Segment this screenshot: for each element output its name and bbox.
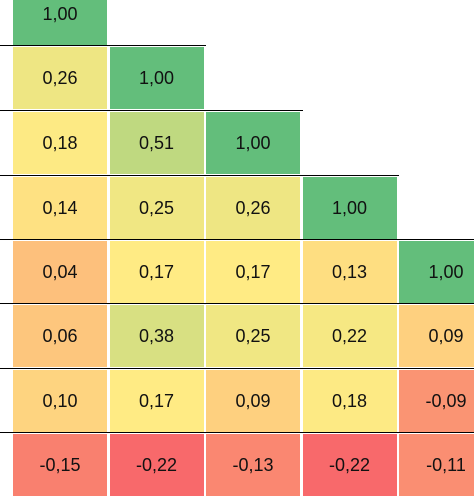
cell-value-label: 0,17 — [235, 261, 271, 282]
cell-value-label: 1,00 — [235, 132, 271, 153]
heatmap-cell-r2-c2: 1,00 — [109, 47, 204, 109]
heatmap-cell-r6-c5: 0,09 — [399, 305, 474, 367]
cell-value-label: 0,13 — [331, 261, 368, 282]
heatmap-cell-r7-c4: 0,18 — [302, 370, 397, 432]
cell-value-label: -0,22 — [328, 454, 371, 475]
cell-value-label: 0,38 — [138, 325, 175, 346]
row-divider-line — [0, 110, 303, 111]
cell-value-label: 0,14 — [42, 197, 78, 218]
heatmap-cell-r7-c5: -0,09 — [399, 370, 474, 432]
row-divider-line — [0, 303, 474, 304]
cell-value-label: -0,22 — [135, 454, 178, 475]
heatmap-cell-r5-c2: 0,17 — [109, 241, 204, 303]
cell-value-label: 0,51 — [138, 132, 175, 153]
cell-value-label: 1,00 — [428, 261, 464, 282]
heatmap-cell-r5-c4: 0,13 — [302, 241, 397, 303]
heatmap-cell-r6-c4: 0,22 — [302, 305, 397, 367]
cell-value-label: 0,18 — [331, 390, 368, 411]
heatmap-cell-r8-c2: -0,22 — [109, 434, 204, 496]
cell-value-label: 1,00 — [138, 67, 175, 88]
row-divider-line — [0, 368, 474, 369]
heatmap-cell-r6-c1: 0,06 — [13, 305, 107, 367]
heatmap-cell-r6-c2: 0,38 — [109, 305, 204, 367]
heatmap-cell-r8-c3: -0,13 — [206, 434, 300, 496]
cell-value-label: 0,06 — [42, 325, 78, 346]
heatmap-cell-r6-c3: 0,25 — [206, 305, 300, 367]
cell-value-label: 0,25 — [138, 197, 175, 218]
cell-value-label: 0,09 — [235, 390, 271, 411]
cell-value-label: 1,00 — [331, 197, 368, 218]
heatmap-cell-r7-c1: 0,10 — [13, 370, 107, 432]
cell-value-label: -0,09 — [425, 390, 467, 411]
cell-value-label: 0,10 — [42, 390, 78, 411]
cell-value-label: -0,11 — [426, 454, 466, 475]
cell-value-label: 0,22 — [331, 325, 368, 346]
cell-value-label: 0,26 — [235, 197, 271, 218]
heatmap-cell-r4-c1: 0,14 — [13, 177, 107, 239]
cell-value-label: 0,17 — [138, 390, 175, 411]
cell-value-label: 0,17 — [138, 261, 175, 282]
cell-value-label: 0,26 — [42, 67, 78, 88]
heatmap-cell-r8-c4: -0,22 — [302, 434, 397, 496]
row-divider-line — [0, 175, 399, 176]
heatmap-cell-r7-c2: 0,17 — [109, 370, 204, 432]
cell-value-label: -0,15 — [39, 454, 81, 475]
heatmap-cell-r3-c1: 0,18 — [13, 112, 107, 174]
cell-value-label: 0,04 — [42, 261, 78, 282]
cell-value-label: -0,13 — [232, 454, 274, 475]
heatmap-cell-r5-c1: 0,04 — [13, 241, 107, 303]
heatmap-cell-r4-c4: 1,00 — [302, 177, 397, 239]
heatmap-cell-r7-c3: 0,09 — [206, 370, 300, 432]
heatmap-cell-r8-c1: -0,15 — [13, 434, 107, 496]
cell-value-label: 0,25 — [235, 325, 271, 346]
heatmap-cell-r2-c1: 0,26 — [13, 47, 107, 109]
row-divider-line — [0, 239, 474, 240]
heatmap-cell-r3-c3: 1,00 — [206, 112, 300, 174]
cell-value-label: 1,00 — [42, 3, 78, 24]
heatmap-cell-r5-c5: 1,00 — [399, 241, 474, 303]
row-divider-line — [0, 432, 474, 433]
heatmap-cell-r3-c2: 0,51 — [109, 112, 204, 174]
cell-value-label: 0,18 — [42, 132, 78, 153]
heatmap-cell-r1-c1: 1,00 — [13, 0, 107, 45]
row-divider-line — [0, 45, 206, 46]
heatmap-cell-r4-c2: 0,25 — [109, 177, 204, 239]
cell-value-label: 0,09 — [428, 325, 464, 346]
heatmap-cell-r4-c3: 0,26 — [206, 177, 300, 239]
heatmap-cell-r8-c5: -0,11 — [399, 434, 474, 496]
heatmap-cell-r5-c3: 0,17 — [206, 241, 300, 303]
